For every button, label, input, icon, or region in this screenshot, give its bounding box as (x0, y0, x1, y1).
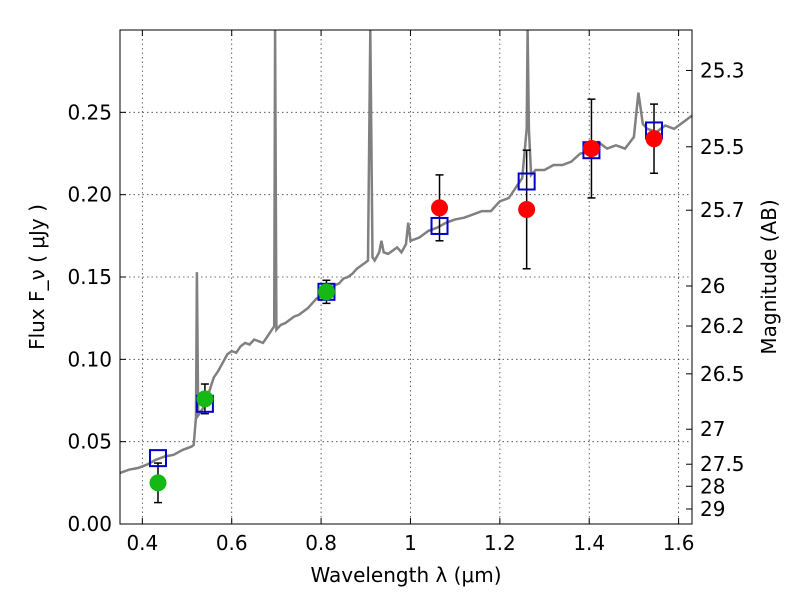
model-band-point (517, 172, 536, 191)
y2-tick-label: 29 (700, 497, 725, 521)
y2-tick-label: 28 (700, 474, 725, 498)
y2-tick-label: 26.5 (700, 362, 745, 386)
photometry_optical-point (196, 390, 214, 408)
photometry_nir-point (582, 140, 600, 158)
y2-tick-label: 25.7 (700, 198, 745, 222)
photometry-markers (149, 130, 663, 492)
x-tick-label: 1.6 (663, 531, 695, 555)
error-bars (153, 98, 659, 504)
y-tick-label: 0.10 (67, 347, 112, 371)
ticks: 0.4 0.6 0.8 1 1.2 1.4 1.6 0.00 0.05 0.10 0.15 0.20 0… (67, 30, 745, 555)
y-tick-label: 0.15 (67, 265, 112, 289)
photometry_nir-point (645, 130, 663, 148)
y2-tick-label: 26.2 (700, 314, 745, 338)
y2-axis-label: Magnitude (AB) (757, 199, 781, 354)
y2-tick-label: 26 (700, 274, 725, 298)
spectrum-line (120, 30, 692, 475)
y-tick-label: 0.05 (67, 430, 112, 454)
x-tick-label: 1.2 (484, 531, 516, 555)
y-tick-label: 0.20 (67, 183, 112, 207)
photometry_nir-point (518, 200, 536, 218)
y-tick-label: 0.00 (67, 512, 112, 536)
model-band-point (148, 449, 167, 468)
photometry_optical-point (317, 283, 335, 301)
y2-tick-label: 27.5 (700, 452, 745, 476)
model-band-point (430, 216, 449, 235)
spectrum (120, 30, 692, 475)
grid (120, 30, 692, 525)
x-tick-label: 1 (404, 531, 417, 555)
photometry_optical-point (149, 474, 167, 492)
x-tick-label: 0.8 (305, 531, 337, 555)
y2-tick-label: 27 (700, 417, 725, 441)
y2-tick-label: 25.5 (700, 135, 745, 159)
x-axis-label: Wavelength λ (μm) (310, 563, 501, 587)
y-tick-label: 0.25 (67, 100, 112, 124)
model-band-markers (148, 121, 664, 468)
x-tick-label: 0.6 (216, 531, 248, 555)
y-axis-label: Flux F_ν ( μJy ) (25, 204, 49, 350)
x-tick-label: 1.4 (573, 531, 605, 555)
x-tick-label: 0.4 (126, 531, 158, 555)
photometry_nir-point (431, 199, 449, 217)
y2-tick-label: 25.3 (700, 58, 745, 82)
